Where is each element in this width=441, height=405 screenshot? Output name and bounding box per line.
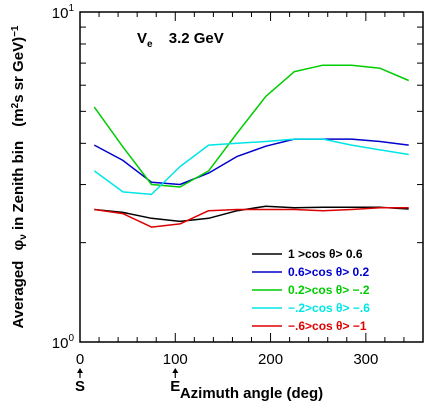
axis-ticks xyxy=(79,12,424,342)
y-axis-label-units: (m xyxy=(10,108,27,126)
series-line-4 xyxy=(93,138,409,196)
series-line-3 xyxy=(93,64,409,188)
y-axis-label: Averaged φν in Zenith bin (m2s sr GeV)−1 xyxy=(10,25,30,328)
legend-entry-4: −.2>cos θ> −.6 xyxy=(288,301,370,315)
y-axis-label-units-rest: s sr GeV) xyxy=(10,37,27,103)
x-tick-label: 0 xyxy=(76,351,84,368)
series-line-2 xyxy=(93,138,409,186)
x-tick-label: 100 xyxy=(163,351,188,368)
particle-symbol: V xyxy=(137,30,147,47)
series-line-1 xyxy=(94,205,409,223)
legend-entry-5: −.6>cos θ> −1 xyxy=(288,319,367,333)
direction-arrowhead xyxy=(77,368,83,373)
x-tick-labels: 0 100 200 300 xyxy=(76,351,379,368)
direction-arrowhead xyxy=(172,368,179,373)
plot-frame xyxy=(79,11,424,343)
y-axis-label-averaged: Averaged xyxy=(10,261,27,329)
legend-entry-2: 0.6>cos θ> 0.2 xyxy=(288,265,370,279)
series-layer xyxy=(93,64,409,228)
legend: 1 >cos θ> 0.6 0.6>cos θ> 0.2 0.2>cos θ> −.… xyxy=(252,247,370,333)
y-axis-label-phi: φ xyxy=(10,240,27,251)
energy-label: 3.2 GeV xyxy=(169,30,224,47)
x-tick-label: 300 xyxy=(353,351,378,368)
y-axis-label-units-power: −1 xyxy=(10,25,21,37)
y-axis-label-phi-sub: ν xyxy=(18,234,29,240)
particle-energy-annotation: Ve 3.2 GeV xyxy=(137,30,224,51)
direction-label: S xyxy=(75,378,85,395)
y-tick-label: 101 xyxy=(52,3,75,22)
direction-label: E xyxy=(170,378,180,395)
legend-entry-3: 0.2>cos θ> −.2 xyxy=(288,283,370,297)
y-axis-label-rest: in Zenith bin xyxy=(10,141,27,230)
particle-subscript: e xyxy=(147,39,153,50)
x-axis-label: Azimuth angle (deg) xyxy=(180,385,323,402)
series-line-5 xyxy=(94,207,409,228)
y-tick-labels: 100 101 xyxy=(52,3,75,352)
legend-entry-1: 1 >cos θ> 0.6 xyxy=(288,247,363,261)
y-axis-label-units-sup: 2 xyxy=(10,102,21,108)
y-tick-label: 100 xyxy=(52,333,75,352)
x-tick-label: 200 xyxy=(258,351,283,368)
